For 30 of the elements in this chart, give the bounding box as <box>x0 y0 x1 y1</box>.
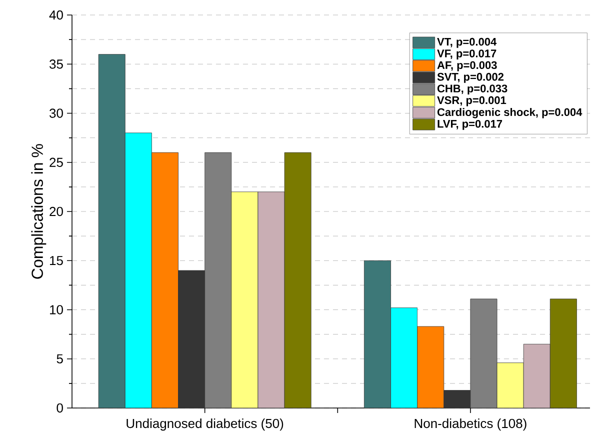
y-tick-label: 5 <box>56 354 63 364</box>
y-tick-label: 40 <box>49 10 63 20</box>
legend-label: VSR, p=0.001 <box>437 96 506 106</box>
bar <box>496 362 524 408</box>
bar <box>364 260 391 408</box>
legend-label: LVF, p=0.017 <box>438 120 502 130</box>
bar <box>258 192 285 408</box>
x-tick-label: Non-diabetics (108) <box>414 418 526 431</box>
bar <box>98 54 126 408</box>
legend-label: SVT, p=0.002 <box>437 72 504 83</box>
bar <box>470 298 498 408</box>
legend-label: CHB, p=0.033 <box>437 84 508 95</box>
y-tick-label: 15 <box>50 256 63 266</box>
y-tick-label: 0 <box>56 403 63 413</box>
x-tick-label: Undiagnosed diabetics (50) <box>126 418 284 431</box>
legend-label: VF, p=0.017 <box>437 50 496 60</box>
y-tick-label: 30 <box>50 108 63 118</box>
y-tick-label: 25 <box>50 158 63 167</box>
legend-label: VT, p=0.004 <box>437 38 497 48</box>
y-tick-label: 10 <box>50 305 63 314</box>
bar <box>231 192 258 408</box>
bar <box>523 344 550 408</box>
bar <box>151 152 178 408</box>
bar <box>204 152 232 408</box>
y-tick-label: 20 <box>50 206 63 216</box>
y-axis-title: Complications in % <box>31 144 46 279</box>
y-tick-label: 35 <box>50 60 63 69</box>
bar <box>417 326 444 408</box>
legend-label: AF, p=0.003 <box>437 61 497 72</box>
legend-label: Cardiogenic shock, p=0.004 <box>437 108 582 118</box>
